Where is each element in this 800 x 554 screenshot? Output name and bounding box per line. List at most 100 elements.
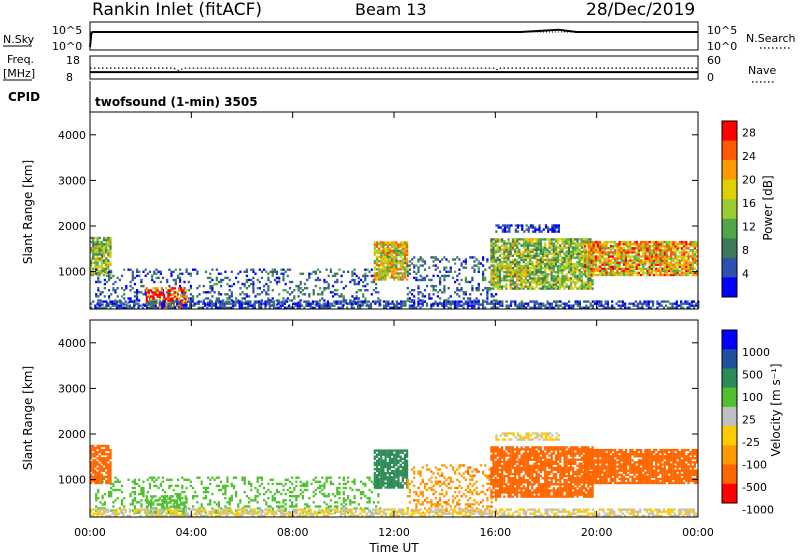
cell-7 — [696, 261, 699, 264]
cell-8 — [671, 306, 674, 309]
cell-5 — [544, 252, 547, 255]
cell-7 — [646, 251, 649, 254]
cell-2 — [165, 303, 168, 306]
cell-5 — [535, 252, 538, 255]
cell-5 — [541, 258, 545, 262]
cell-8 — [141, 306, 144, 309]
cell-5 — [496, 266, 499, 270]
cell-1 — [232, 282, 236, 286]
cell-3 — [382, 241, 385, 244]
cell-1 — [297, 287, 300, 290]
cell-7 — [607, 273, 610, 277]
cell-8 — [305, 304, 308, 307]
cell-7 — [616, 263, 619, 266]
cell-5 — [492, 238, 495, 241]
cell-7 — [601, 245, 604, 248]
cell-5 — [550, 271, 553, 274]
cell-8 — [555, 304, 558, 307]
cell-5 — [580, 244, 583, 247]
cell-7 — [588, 271, 591, 275]
cell-1 — [230, 484, 233, 488]
cell-5 — [490, 250, 493, 253]
cell-8 — [555, 302, 558, 305]
cell-6 — [503, 224, 507, 227]
cell-5 — [561, 240, 564, 243]
cell-8 — [281, 302, 284, 305]
cell-1 — [161, 291, 164, 294]
cell-5 — [524, 285, 527, 288]
cell-8 — [294, 302, 297, 305]
cell-8 — [436, 302, 439, 305]
cell-4 — [482, 289, 485, 292]
cell-3 — [380, 476, 383, 479]
cell-1 — [329, 270, 332, 273]
cell-5 — [505, 248, 508, 251]
cell-0 — [102, 255, 106, 258]
cell-5 — [531, 238, 534, 241]
cell-8 — [359, 306, 362, 309]
cell-7 — [590, 243, 593, 246]
cell-5 — [572, 262, 575, 266]
cell-2 — [167, 297, 170, 300]
cell-5 — [572, 287, 575, 290]
cell-5 — [574, 269, 577, 272]
cell-5 — [585, 287, 588, 290]
cell-3 — [399, 255, 402, 259]
cell-7 — [650, 271, 653, 275]
cell-2 — [184, 301, 187, 304]
cell-7 — [663, 271, 666, 275]
cell-8 — [494, 300, 497, 303]
cell-7 — [683, 251, 686, 254]
cell-2 — [169, 497, 172, 500]
cell-0 — [100, 243, 103, 246]
ytick-label-2: 3000 — [58, 174, 86, 187]
cell-5 — [559, 271, 562, 274]
cell-2 — [169, 297, 172, 300]
cell-3 — [382, 472, 385, 475]
cell-3 — [403, 247, 407, 250]
cell-1 — [271, 268, 274, 271]
cell-2 — [147, 501, 151, 504]
cell-1 — [112, 482, 115, 486]
cell-7 — [657, 269, 660, 273]
cell-7 — [601, 261, 604, 264]
cell-7 — [657, 263, 660, 266]
cell-1 — [342, 287, 345, 290]
cell-4 — [477, 260, 480, 263]
cell-8 — [193, 302, 196, 305]
cell-1 — [306, 482, 309, 486]
cell-8 — [294, 304, 297, 307]
cell-8 — [462, 302, 465, 305]
cell-3 — [375, 241, 379, 244]
cell-8 — [639, 306, 642, 309]
cell-1 — [364, 482, 367, 486]
cell-7 — [674, 249, 677, 252]
cell-3 — [373, 245, 376, 248]
cell-7 — [622, 253, 625, 256]
cell-8 — [219, 300, 222, 303]
cell-1 — [329, 476, 332, 479]
cell-8 — [695, 302, 698, 305]
cell-8 — [469, 300, 472, 303]
cell-7 — [683, 261, 686, 264]
cell-1 — [207, 476, 210, 479]
cell-5 — [514, 275, 517, 278]
cell-5 — [544, 244, 547, 247]
cell-1 — [200, 482, 203, 486]
cell-5 — [518, 248, 521, 251]
cell-7 — [687, 243, 690, 246]
cell-1 — [338, 268, 341, 271]
cell-1 — [353, 282, 356, 286]
cell-5 — [520, 275, 523, 278]
cell-1 — [136, 291, 139, 294]
cell-1 — [353, 482, 356, 486]
cell-1 — [146, 272, 149, 275]
cell-5 — [539, 256, 542, 260]
cell-5 — [535, 266, 538, 270]
cell-0 — [102, 251, 106, 254]
cell-8 — [92, 300, 95, 303]
cell-7 — [596, 265, 600, 268]
cell-1 — [228, 284, 231, 288]
cell-5 — [509, 250, 512, 253]
cell-2 — [165, 495, 168, 498]
